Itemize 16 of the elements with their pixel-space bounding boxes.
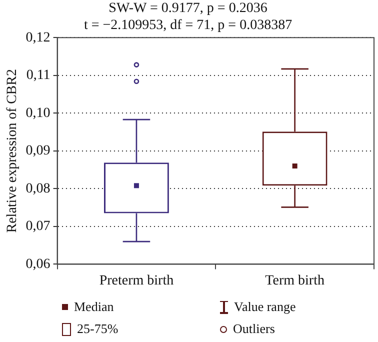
y-tick-label: 0,12: [26, 30, 50, 46]
chart-title: SW-W = 0.9177, p = 0.2036: [108, 1, 268, 16]
y-tick-label: 0,11: [26, 68, 50, 84]
y-tick-label: 0,06: [26, 256, 50, 272]
y-tick-label: 0,07: [26, 219, 50, 234]
y-tick-label: 0,08: [26, 181, 50, 196]
text: Median: [74, 299, 114, 315]
x-tick-label: Term birth: [265, 273, 324, 288]
y-tick-label: 0,10: [26, 106, 50, 121]
x-tick-label: Preterm birth: [99, 273, 174, 288]
text: 25-75%: [77, 321, 118, 337]
y-axis-title: Relative expression of CBR2: [5, 69, 20, 233]
text: Outliers: [233, 321, 275, 337]
chart-subtitle: t = −2.109953, df = 71, p = 0.038387: [84, 18, 292, 33]
y-tick-label: 0,09: [26, 144, 50, 159]
text: Value range: [234, 299, 296, 315]
